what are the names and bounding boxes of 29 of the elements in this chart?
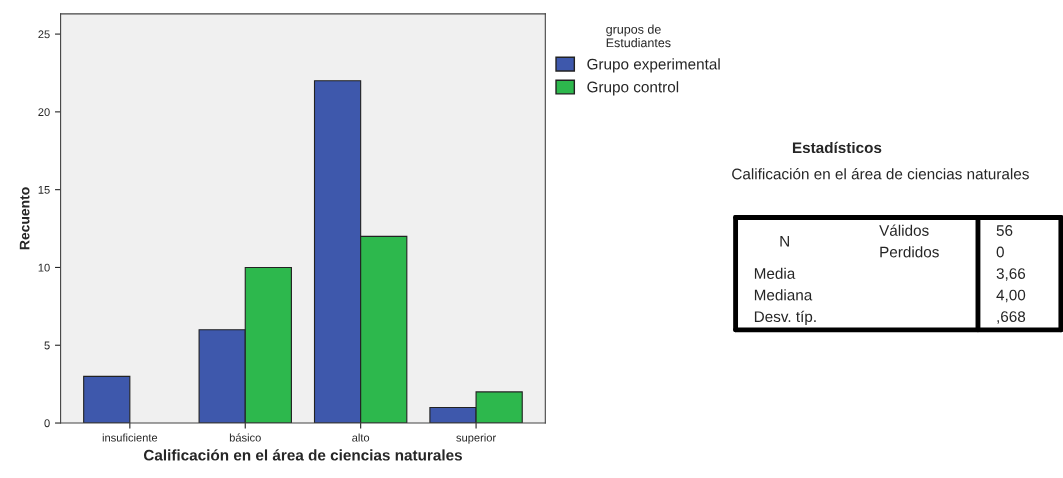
text: 4,00 (996, 289, 1026, 303)
text: Estadísticos (792, 141, 882, 154)
x-tick-label: básico (229, 433, 261, 442)
text: 0 (996, 246, 1004, 258)
y-tick-label: 0 (44, 419, 50, 428)
legend-label: Grupo experimental (587, 58, 720, 73)
y-tick-label: 25 (38, 30, 50, 39)
y-tick-label: 20 (38, 108, 50, 117)
text: N (780, 236, 789, 247)
text: Mediana (754, 289, 813, 301)
text: Desv. típ. (754, 310, 816, 326)
text: Calificación en el área de ciencias naturales (732, 168, 1029, 180)
text: ,668 (997, 311, 1026, 324)
x-tick-label: insuficiente (102, 433, 158, 442)
bar (83, 375, 131, 424)
x-tick-label: alto (352, 433, 370, 442)
y-tick-label: 10 (38, 263, 50, 272)
x-axis-title: Calificación en el área de ciencias naturales (143, 449, 462, 461)
text: Perdidos (880, 246, 939, 258)
text: Válidos (879, 224, 929, 236)
text: Media (754, 267, 796, 279)
x-tick-label: superior (456, 433, 496, 444)
legend-title: grupos de Estudiantes (606, 24, 671, 48)
y-tick-label: 15 (38, 186, 50, 194)
y-axis-title: Recuento (19, 187, 30, 250)
legend-label: Grupo control (587, 81, 679, 96)
text: 3,66 (996, 268, 1026, 281)
text: 56 (996, 225, 1013, 236)
y-tick-label: 5 (44, 341, 50, 350)
